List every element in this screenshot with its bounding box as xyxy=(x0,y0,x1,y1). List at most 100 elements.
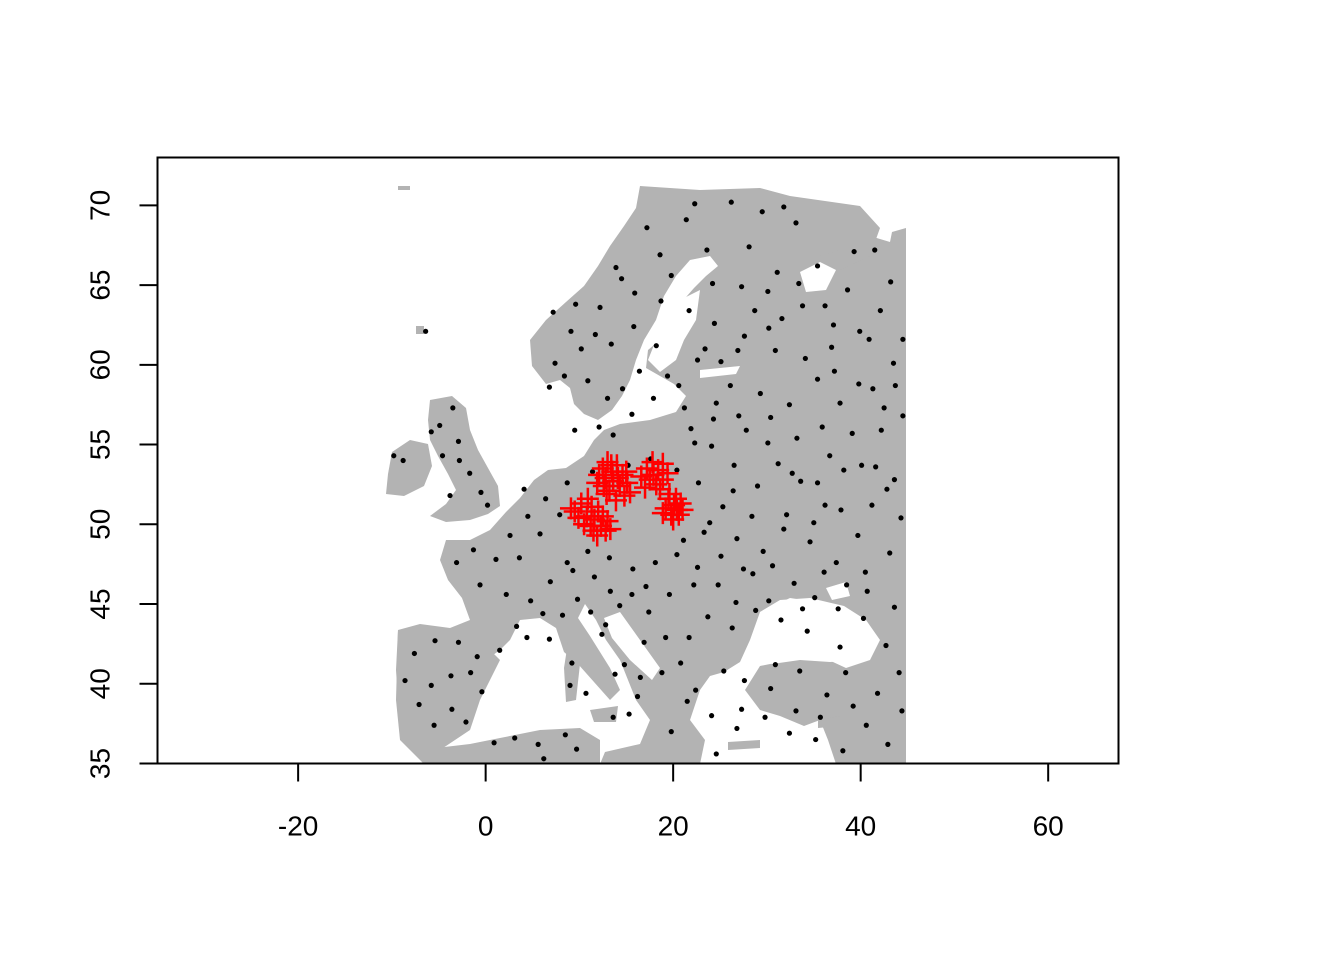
y-tick-label: 65 xyxy=(85,270,116,301)
y-axis: 35 40 45 50 55 60 65 70 xyxy=(85,190,159,779)
site-point xyxy=(844,287,851,293)
site-point xyxy=(541,756,547,762)
site-point xyxy=(474,654,480,660)
site-point xyxy=(493,556,499,562)
adriatic xyxy=(604,612,660,680)
site-point xyxy=(618,276,625,282)
site-point xyxy=(743,427,749,433)
site-point xyxy=(715,582,721,588)
site-point xyxy=(708,443,715,449)
site-point xyxy=(709,280,716,287)
highlight-plus-marker xyxy=(656,462,679,485)
x-tick-label: 60 xyxy=(1033,811,1064,842)
site-point xyxy=(778,617,784,623)
site-point xyxy=(740,566,747,572)
points-layer xyxy=(391,199,906,762)
site-point xyxy=(644,225,650,231)
site-point xyxy=(720,504,726,510)
site-point xyxy=(887,550,893,556)
y-tick-label: 35 xyxy=(85,748,116,779)
site-point xyxy=(884,486,890,492)
site-point xyxy=(391,453,397,459)
site-point xyxy=(680,537,687,543)
site-point xyxy=(617,603,623,609)
site-point xyxy=(829,344,835,350)
site-point xyxy=(610,432,616,438)
site-point xyxy=(528,598,534,604)
site-point xyxy=(507,532,513,539)
site-point xyxy=(704,247,710,253)
site-point xyxy=(896,670,902,676)
site-point xyxy=(862,569,868,575)
site-point xyxy=(695,480,702,486)
site-point xyxy=(431,722,437,728)
site-point xyxy=(610,714,616,720)
site-point xyxy=(525,513,531,519)
site-point xyxy=(883,642,889,649)
y-tick-label: 40 xyxy=(85,668,116,699)
site-point xyxy=(428,682,434,688)
site-point xyxy=(653,343,659,349)
site-point xyxy=(631,323,637,330)
y-tick-label: 70 xyxy=(85,190,116,221)
highlight-plus-marker xyxy=(671,498,694,521)
site-point xyxy=(793,708,799,714)
site-point xyxy=(754,483,761,489)
y-tick-label: 45 xyxy=(85,588,116,619)
site-point xyxy=(450,405,456,411)
site-point xyxy=(557,512,563,518)
site-point xyxy=(819,424,825,430)
site-point xyxy=(814,480,821,486)
site-point xyxy=(478,489,484,495)
highlight-plus-marker xyxy=(630,465,653,488)
land-britain xyxy=(428,396,500,522)
site-point xyxy=(734,725,740,732)
site-point xyxy=(497,647,503,653)
site-point xyxy=(570,567,576,574)
site-point xyxy=(637,674,643,680)
site-point xyxy=(692,440,698,446)
site-point xyxy=(684,698,690,704)
highlight-plus-marker xyxy=(599,518,622,541)
site-point xyxy=(793,220,799,226)
site-point xyxy=(650,395,657,401)
site-point xyxy=(799,303,806,309)
site-point xyxy=(550,309,556,315)
site-point xyxy=(804,628,810,634)
site-point xyxy=(750,571,756,577)
site-point xyxy=(578,346,584,352)
site-point xyxy=(841,467,847,473)
site-point xyxy=(866,336,872,342)
highlight-plus-marker xyxy=(651,502,674,525)
site-point xyxy=(402,677,408,684)
site-point xyxy=(824,692,830,698)
site-point xyxy=(762,714,768,720)
site-point xyxy=(728,199,734,205)
site-point xyxy=(765,288,771,295)
site-point xyxy=(552,360,558,366)
site-point xyxy=(619,386,626,392)
site-point xyxy=(851,248,857,255)
site-point xyxy=(850,703,856,709)
site-point xyxy=(760,548,766,555)
site-point xyxy=(874,690,881,696)
site-point xyxy=(676,382,682,389)
site-point xyxy=(428,429,434,435)
land-kola xyxy=(790,196,880,280)
highlight-plus-marker xyxy=(619,481,642,504)
site-point xyxy=(786,730,793,736)
site-point xyxy=(798,478,804,484)
site-point xyxy=(683,217,689,223)
site-point xyxy=(596,424,602,430)
site-point xyxy=(694,357,701,363)
site-point xyxy=(835,606,841,612)
highlight-plus-marker xyxy=(615,460,638,483)
site-point xyxy=(691,582,697,588)
site-point xyxy=(856,381,862,387)
land-ireland xyxy=(386,440,432,496)
site-point xyxy=(447,492,453,499)
site-point xyxy=(646,609,652,615)
site-point xyxy=(707,520,713,526)
site-point xyxy=(885,741,891,747)
